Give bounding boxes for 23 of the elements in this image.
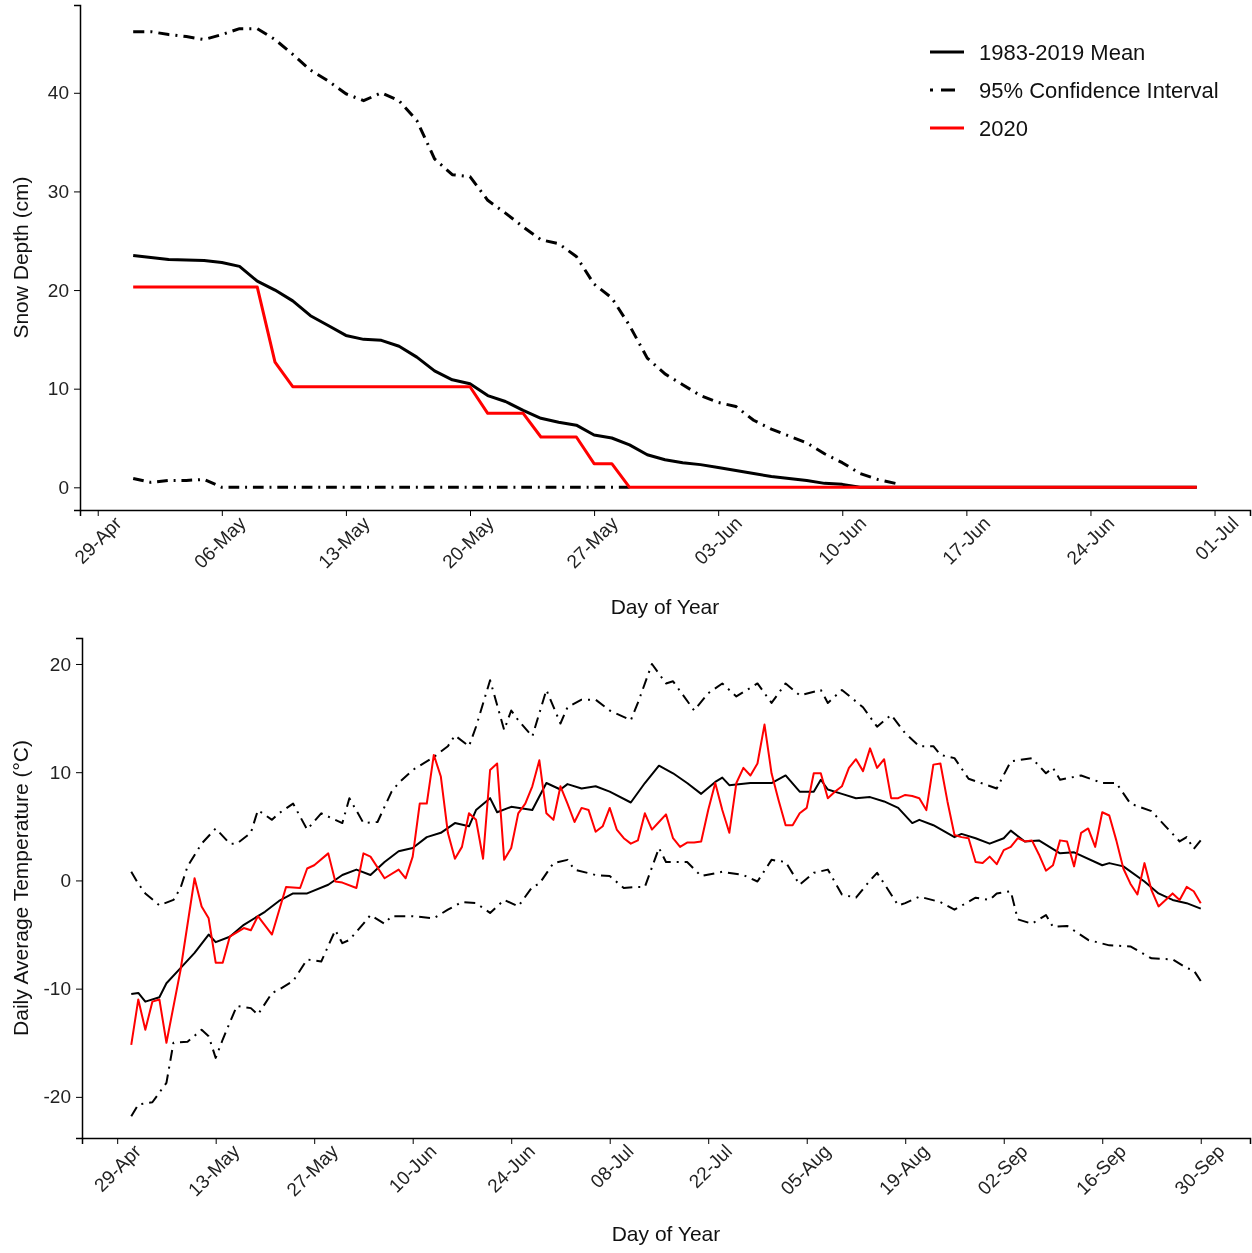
legend-label: 95% Confidence Interval [979,77,1219,103]
line-series [131,27,897,485]
y-tick-label: 10 [49,761,71,783]
y-tick-label: 20 [49,653,71,675]
y-tick-label: 20 [47,279,69,301]
x-axis-title: Day of Year [611,1222,721,1245]
line-series [130,764,1202,1003]
y-axis-title: Snow Depth (cm) [9,176,32,339]
x-axis-title: Day of Year [610,595,720,618]
y-tick-label: -10 [43,978,71,1000]
y-tick-label: 10 [47,378,69,400]
y-axis-title: Daily Average Temperature (°C) [9,740,32,1036]
line-series [131,476,632,489]
y-tick-label: 40 [47,82,69,104]
line-series [130,662,1202,907]
y-tick-label: 30 [47,181,69,202]
line-series [130,723,1202,1046]
legend-label: 1983-2019 Mean [979,39,1146,65]
y-tick-label: 0 [60,870,71,891]
y-tick-label: -20 [43,1086,71,1108]
line-series [130,846,1202,1118]
legend-label: 2020 [979,115,1028,141]
y-tick-label: 0 [58,476,69,498]
